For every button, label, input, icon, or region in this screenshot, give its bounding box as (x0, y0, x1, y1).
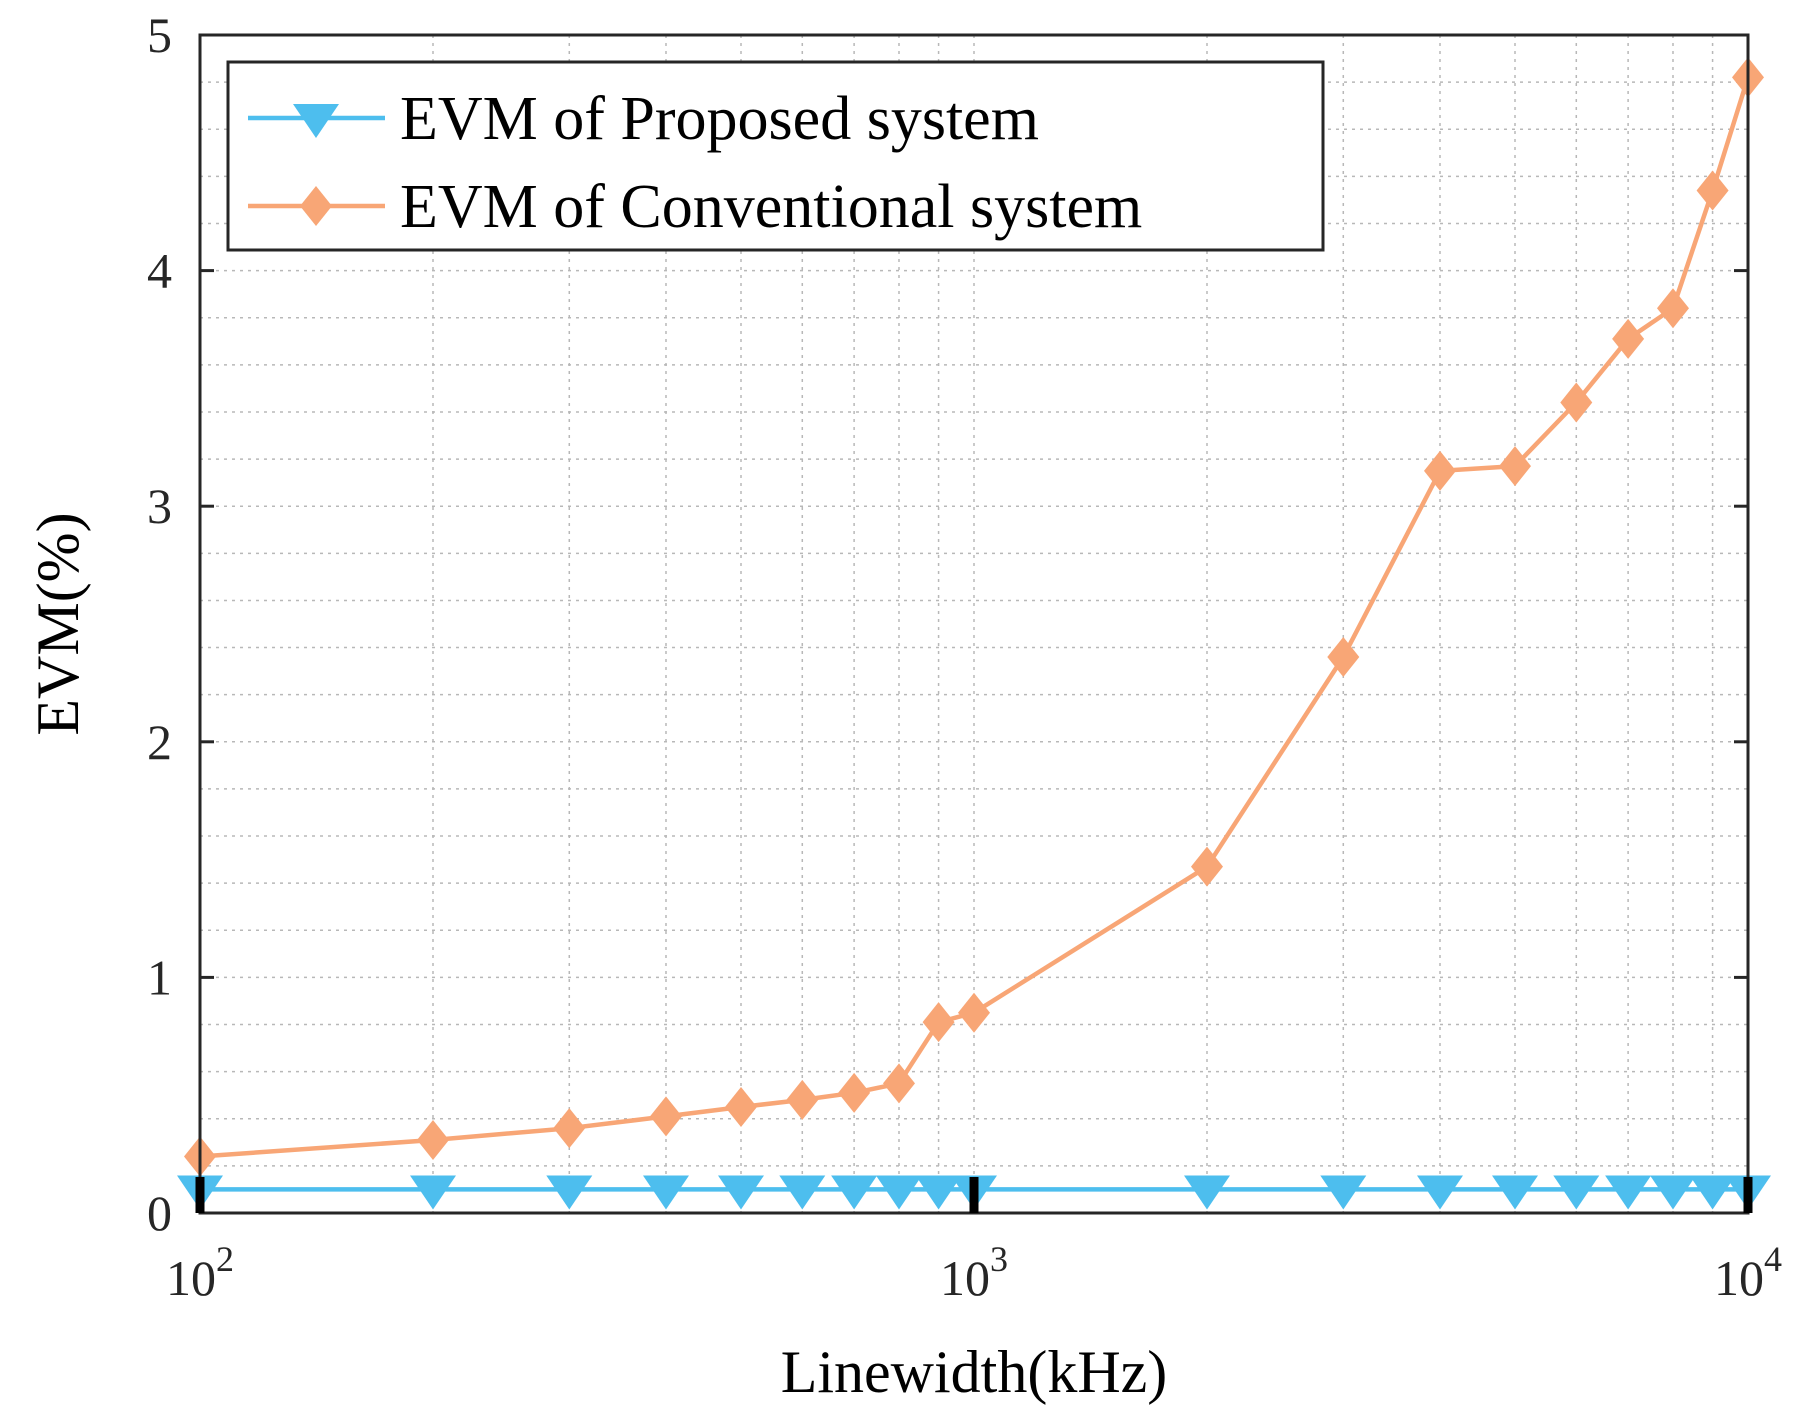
data-point (922, 1002, 955, 1043)
data-point (1492, 1175, 1539, 1210)
data-point (416, 1119, 449, 1160)
y-tick-label: 0 (147, 1185, 172, 1241)
legend-marker (293, 104, 339, 138)
data-point (1190, 846, 1223, 887)
data-point (1320, 1175, 1367, 1210)
y-tick-label: 4 (147, 243, 172, 299)
data-point (1416, 1175, 1463, 1210)
data-point (1560, 382, 1593, 423)
x-tick-label: 102 (166, 1239, 234, 1306)
data-point (1183, 1175, 1230, 1210)
data-point (1696, 170, 1729, 211)
data-point (1605, 1175, 1652, 1210)
y-tick-label: 5 (147, 7, 172, 63)
data-point (725, 1086, 758, 1127)
data-point (1499, 446, 1532, 487)
series-1 (177, 1175, 1771, 1210)
data-point (831, 1175, 878, 1210)
x-tick-label: 104 (1714, 1239, 1782, 1306)
legend: EVM of Proposed system EVM of Conventiona… (226, 60, 1325, 252)
data-point (786, 1079, 819, 1120)
data-point (1327, 636, 1360, 677)
axis-ticks (195, 33, 1753, 1215)
series-layer (177, 57, 1771, 1210)
legend-box (226, 60, 1325, 252)
x-axis-label: Linewidth(kHz) (781, 1339, 1168, 1405)
data-point (409, 1175, 456, 1210)
data-point (553, 1108, 586, 1149)
data-point (642, 1175, 689, 1210)
data-point (915, 1175, 962, 1210)
tick-labels: 0 1 2 3 4 5 102 103 104 (147, 7, 1782, 1306)
data-point (958, 992, 990, 1033)
data-point (882, 1063, 915, 1104)
legend-label: EVM of Conventional system (400, 173, 1142, 241)
data-point (1689, 1175, 1736, 1210)
data-point (718, 1175, 765, 1210)
x-tick-label: 103 (940, 1239, 1008, 1306)
y-axis-label: EVM(%) (25, 512, 91, 735)
data-point (779, 1175, 826, 1210)
data-point (1612, 318, 1645, 359)
data-point (838, 1072, 871, 1113)
y-tick-label: 2 (147, 714, 172, 770)
data-point (875, 1175, 922, 1210)
legend-label: EVM of Proposed system (400, 85, 1039, 153)
data-point (546, 1175, 593, 1210)
data-point (1649, 1175, 1696, 1210)
data-point (1553, 1175, 1600, 1210)
data-point (1423, 450, 1456, 491)
y-tick-label: 3 (147, 478, 172, 534)
data-point (649, 1096, 682, 1137)
y-tick-label: 1 (147, 949, 172, 1005)
data-point (1656, 288, 1689, 329)
legend-entry-1: EVM of Proposed system (248, 85, 1039, 153)
legend-marker (300, 186, 332, 226)
legend-entry-2: EVM of Conventional system (248, 173, 1142, 241)
